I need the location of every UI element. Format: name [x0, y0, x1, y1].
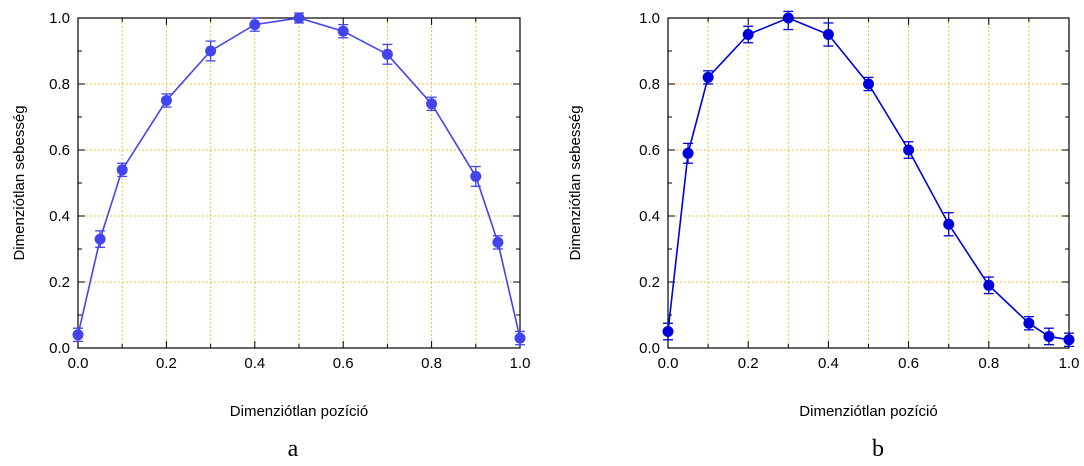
data-point [293, 12, 305, 24]
data-point [782, 12, 794, 24]
chart-panel-a: 0.0 0.2 0.4 0.6 0.8 1.0 0.0 0.2 0.4 0.6 0.8 1.0 Dime… [11, 10, 530, 462]
y-tick-label: 0.4 [639, 208, 660, 225]
x-tick-label: 0.8 [421, 355, 442, 372]
x-tick-label: 0.4 [244, 355, 265, 372]
chart-panel-b: 0.0 0.2 0.4 0.6 0.8 1.0 0.0 0.2 0.4 0.6 0.8 1.0 Dime… [567, 10, 1079, 462]
data-point [682, 147, 694, 159]
y-axis-title: Dimenziótlan sebesség [567, 105, 584, 260]
x-axis-title: Dimenziótlan pozíció [230, 403, 368, 420]
data-point [492, 236, 504, 248]
data-point [1023, 317, 1035, 329]
y-axis-title: Dimenziótlan sebesség [11, 105, 28, 260]
x-tick-label: 0.8 [978, 355, 999, 372]
data-point [72, 329, 84, 341]
data-point [249, 19, 261, 31]
data-point [337, 25, 349, 37]
panel-label: a [288, 436, 299, 462]
data-point [1043, 330, 1055, 342]
y-tick-label: 0.6 [49, 142, 70, 159]
data-point [662, 326, 674, 337]
x-tick-label: 0.6 [898, 355, 919, 372]
y-tick-label: 1.0 [49, 10, 70, 27]
x-tick-label: 0.2 [738, 355, 759, 372]
grid [78, 18, 520, 348]
x-tick-label: 0.0 [68, 355, 89, 372]
x-axis-title: Dimenziótlan pozíció [799, 403, 937, 420]
x-tick-label: 0.6 [333, 355, 354, 372]
y-tick-label: 0.2 [639, 274, 660, 291]
data-point [381, 48, 393, 60]
grid [668, 18, 1069, 348]
data-point [470, 170, 482, 182]
x-tick-label: 0.2 [156, 355, 177, 372]
y-tick-label: 0.2 [49, 274, 70, 291]
data-point [943, 218, 955, 230]
y-tick-label: 0.8 [49, 76, 70, 93]
data-point [983, 279, 995, 291]
y-tick-label: 0.0 [639, 340, 660, 357]
y-tick-label: 0.0 [49, 340, 70, 357]
data-point [94, 233, 106, 245]
y-tick-label: 0.6 [639, 142, 660, 159]
x-tick-label: 0.0 [658, 355, 679, 372]
data-point [903, 144, 915, 156]
y-tick-label: 0.4 [49, 208, 70, 225]
data-point [822, 29, 834, 40]
data-point [426, 98, 438, 110]
data-point [116, 164, 128, 176]
data-point [160, 95, 172, 106]
y-tick-label: 0.8 [639, 76, 660, 93]
data-point [702, 71, 714, 83]
x-tick-label: 0.4 [818, 355, 839, 372]
data-point [863, 78, 874, 90]
data-point [742, 29, 754, 40]
data-point [205, 45, 217, 57]
data-point [514, 332, 526, 344]
x-tick-label: 1.0 [510, 355, 531, 372]
data-point [1063, 334, 1075, 346]
x-tick-label: 1.0 [1059, 355, 1080, 372]
panel-label: b [872, 436, 884, 462]
y-tick-label: 1.0 [639, 10, 660, 27]
